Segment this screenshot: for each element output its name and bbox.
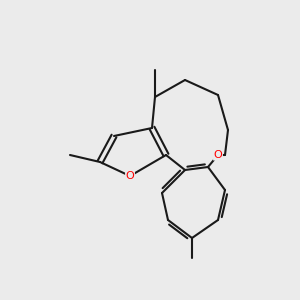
Text: O: O — [214, 150, 222, 160]
Text: O: O — [126, 171, 134, 181]
